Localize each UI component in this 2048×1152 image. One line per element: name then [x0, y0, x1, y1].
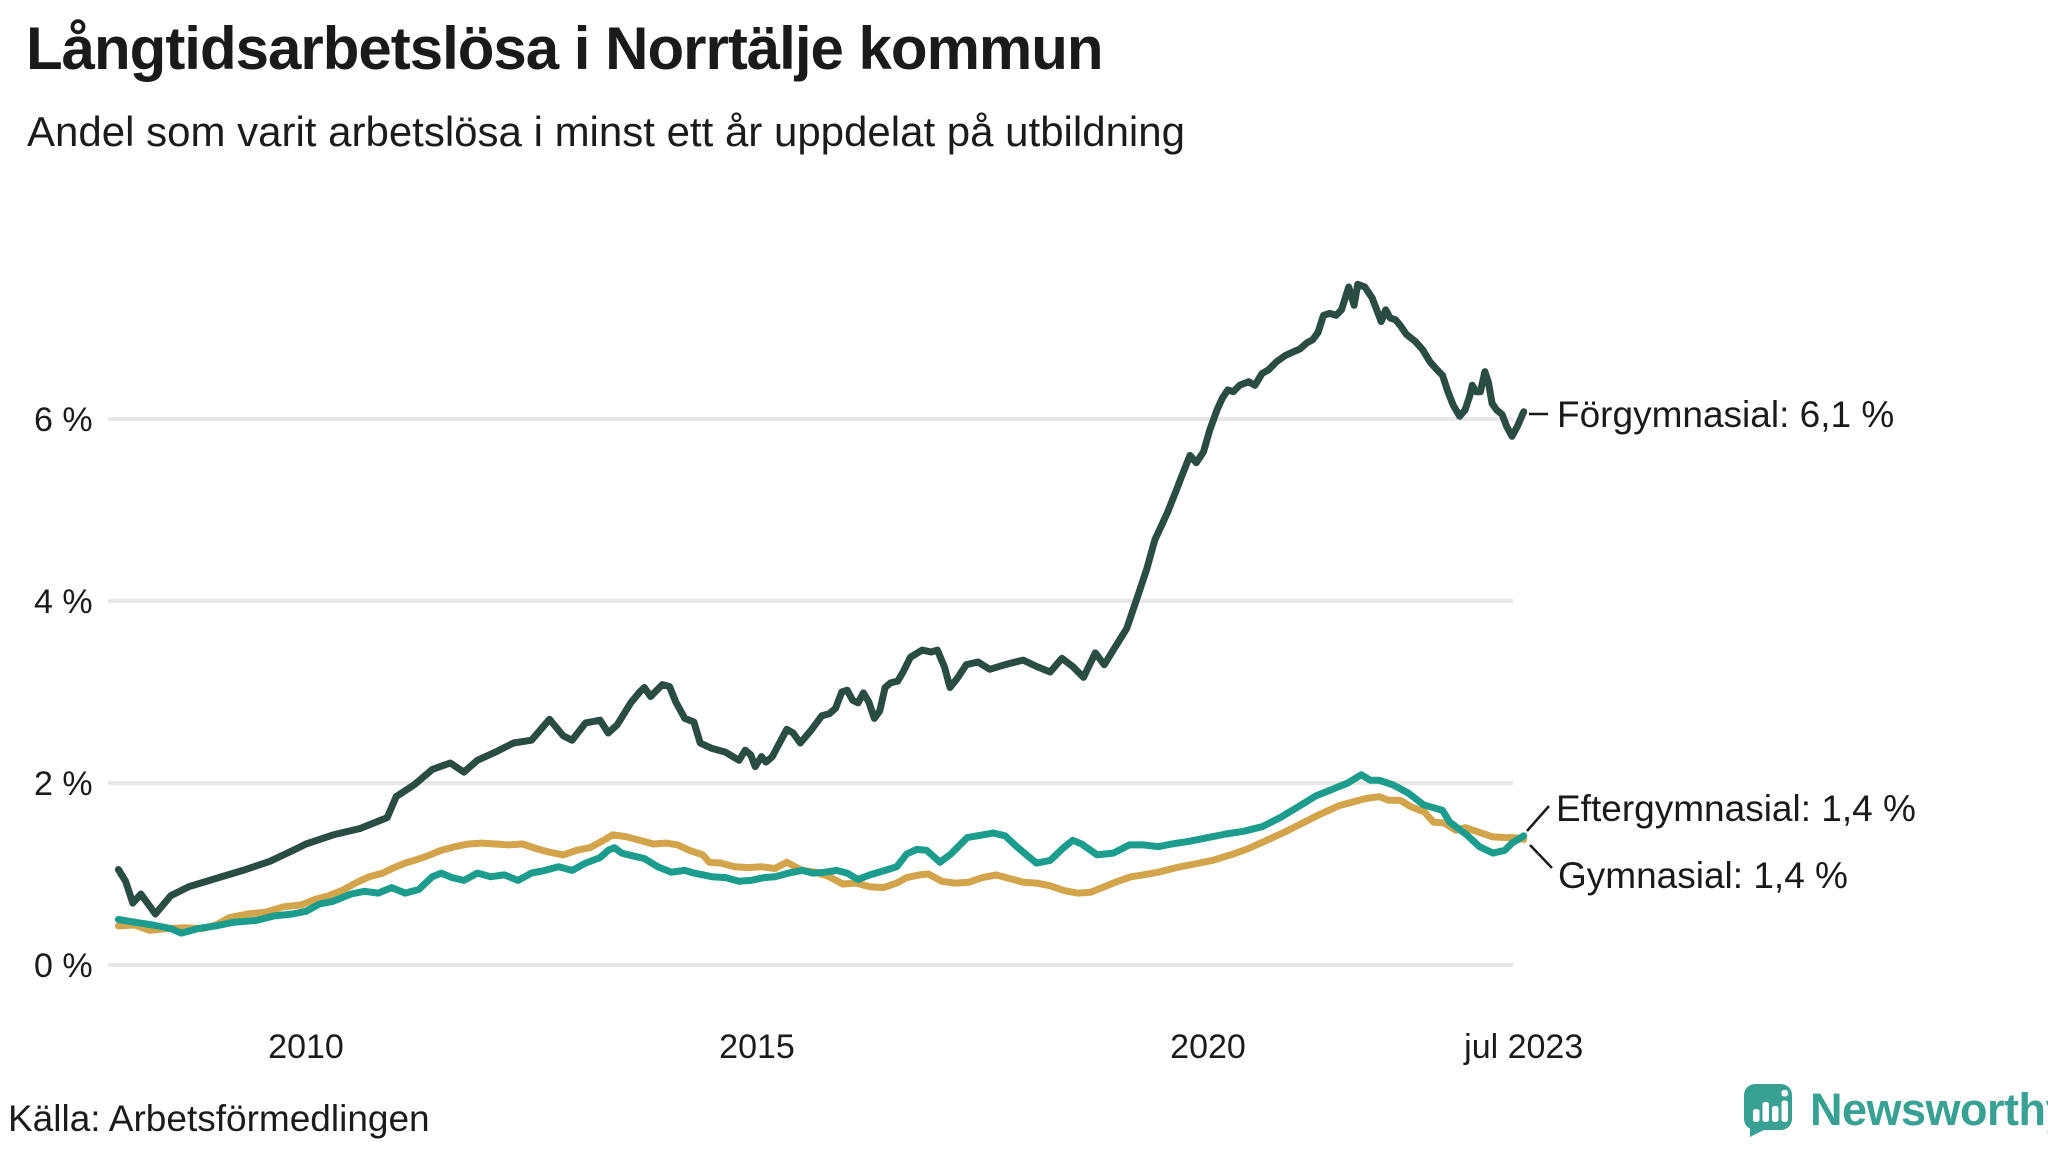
page-title: Långtidsarbetslösa i Norrtälje kommun [26, 15, 1104, 82]
y-tick-label: 0 % [34, 947, 93, 985]
y-tick-label: 6 % [34, 401, 93, 439]
y-axis-tick-labels: 0 % 2 % 4 % 6 % [34, 401, 93, 985]
chart-subtitle: Andel som varit arbetslösa i minst ett å… [27, 108, 1185, 155]
series-end-label-gymnasial: Gymnasial: 1,4 % [1558, 855, 1848, 896]
x-axis-tick-labels: 2010 2015 2020 jul 2023 [268, 1028, 1583, 1066]
series-end-labels: Förgymnasial: 6,1 % Eftergymnasial: 1,4 %… [1526, 394, 1916, 896]
newsworthy-brand: Newsworthy [1742, 1082, 2048, 1138]
newsworthy-wordmark: Newsworthy [1810, 1084, 2048, 1135]
x-tick-label: 2015 [719, 1028, 795, 1066]
newsworthy-logo-icon [1744, 1084, 1792, 1137]
y-tick-label: 2 % [34, 765, 93, 803]
label-leader-line [1526, 805, 1550, 832]
series-line-förgymnasial [114, 280, 1528, 918]
series-lines [114, 280, 1528, 937]
label-leader-line [1529, 844, 1553, 869]
x-tick-label: 2020 [1170, 1028, 1246, 1066]
series-end-label-forgymnasial: Förgymnasial: 6,1 % [1557, 394, 1894, 435]
source-note: Källa: Arbetsförmedlingen [8, 1098, 430, 1139]
gridlines [108, 417, 1513, 967]
y-tick-label: 4 % [34, 583, 93, 621]
series-end-label-eftergymnasial: Eftergymnasial: 1,4 % [1556, 788, 1916, 829]
series-line-eftergymnasial [114, 771, 1528, 937]
series-line-gymnasial [114, 793, 1528, 934]
x-tick-label: jul 2023 [1463, 1028, 1583, 1066]
x-tick-label: 2010 [268, 1028, 344, 1066]
